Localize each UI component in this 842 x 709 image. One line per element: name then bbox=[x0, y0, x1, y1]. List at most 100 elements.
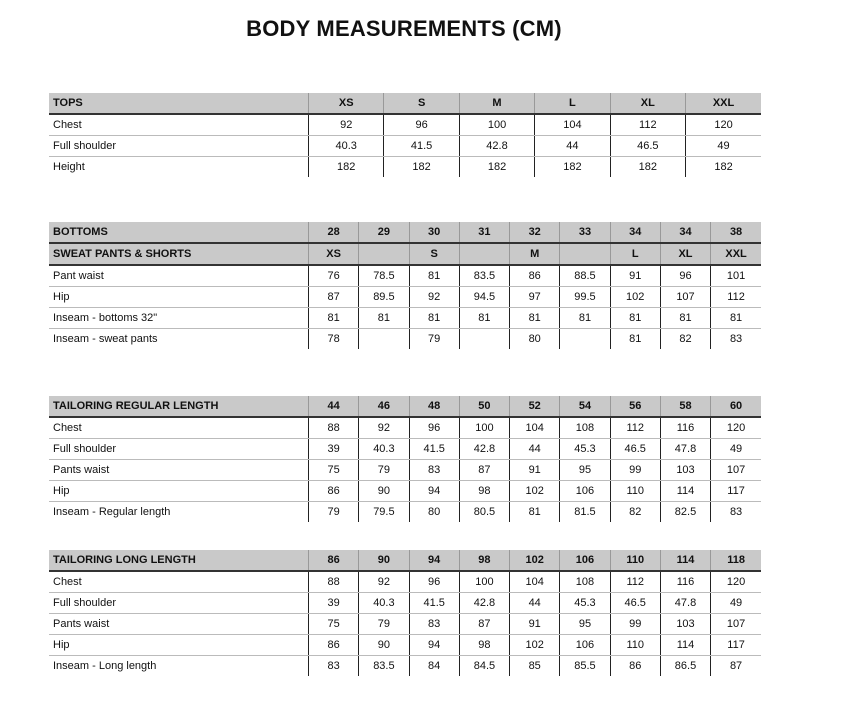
row-label: Pants waist bbox=[49, 613, 309, 635]
row-label: Hip bbox=[49, 634, 309, 656]
table-cell: 79 bbox=[358, 459, 410, 481]
table-cell: 49 bbox=[710, 592, 761, 614]
table-cell bbox=[458, 243, 510, 266]
table-cell: 112 bbox=[609, 114, 686, 136]
table-cell: 107 bbox=[710, 459, 761, 481]
table-cell: 39 bbox=[307, 592, 359, 614]
table-cell: 83.5 bbox=[458, 265, 510, 287]
table-cell: 110 bbox=[609, 634, 661, 656]
table-row: Chest 92 96 100 104 112 120 bbox=[49, 114, 761, 136]
table-cell: 114 bbox=[659, 480, 711, 502]
table-cell: 94 bbox=[408, 634, 460, 656]
table-cell: 120 bbox=[710, 417, 761, 439]
table-cell: 30 bbox=[408, 222, 460, 244]
table-cell: 80.5 bbox=[458, 501, 510, 522]
table-cell: 89.5 bbox=[358, 286, 410, 308]
table-cell: 81 bbox=[358, 307, 410, 329]
table-cell: 39 bbox=[307, 438, 359, 460]
table-cell: 34 bbox=[609, 222, 661, 244]
table-cell: 82 bbox=[609, 501, 661, 522]
row-label: Pant waist bbox=[49, 265, 309, 287]
table-cell: 103 bbox=[659, 459, 711, 481]
table-cell: 96 bbox=[383, 114, 460, 136]
table-cell: 182 bbox=[609, 156, 686, 177]
table-cell: 47.8 bbox=[659, 592, 711, 614]
table-cell: 81 bbox=[307, 307, 359, 329]
table-cell: 91 bbox=[509, 459, 560, 481]
table-cell: 81 bbox=[458, 307, 510, 329]
table-cell: 81.5 bbox=[559, 501, 611, 522]
table-cell: 29 bbox=[358, 222, 410, 244]
table-cell: 117 bbox=[710, 480, 761, 502]
table-cell: 47.8 bbox=[659, 438, 711, 460]
table-cell bbox=[559, 243, 611, 266]
table-cell: 94.5 bbox=[458, 286, 510, 308]
table-cell: 107 bbox=[659, 286, 711, 308]
table-cell: 98 bbox=[458, 634, 510, 656]
table-cell: 42.8 bbox=[458, 592, 510, 614]
table-cell: 91 bbox=[609, 265, 661, 287]
table-row: Inseam - sweat pants 78 79 80 81 82 83 bbox=[49, 328, 761, 349]
table-cell: 90 bbox=[358, 550, 410, 572]
table-row: Chest 88 92 96 100 104 108 112 116 120 bbox=[49, 571, 761, 593]
table-cell: 84 bbox=[408, 655, 460, 676]
table-cell: 99 bbox=[609, 613, 661, 635]
table-cell: 80 bbox=[408, 501, 460, 522]
table-row: Pant waist 76 78.5 81 83.5 86 88.5 91 96 101 bbox=[49, 265, 761, 287]
table-cell: 81 bbox=[609, 328, 661, 349]
row-label: Inseam - bottoms 32" bbox=[49, 307, 309, 329]
table-cell: 75 bbox=[307, 459, 359, 481]
table-cell: 81 bbox=[710, 307, 761, 329]
table-cell: 81 bbox=[509, 501, 560, 522]
table-cell: 110 bbox=[609, 480, 661, 502]
table-cell: 86 bbox=[307, 550, 359, 572]
table-cell: 76 bbox=[307, 265, 359, 287]
bottoms-size-table: BOTTOMS 28 29 30 31 32 33 34 34 38 SWEAT PANTS & S… bbox=[49, 222, 761, 349]
table-cell: 96 bbox=[408, 571, 460, 593]
table-cell: 92 bbox=[358, 571, 410, 593]
table-cell: 83 bbox=[307, 655, 359, 676]
table-cell: 75 bbox=[307, 613, 359, 635]
row-label: Pants waist bbox=[49, 459, 309, 481]
table-row: Inseam - bottoms 32" 81 81 81 81 81 81 81 81 81 bbox=[49, 307, 761, 329]
row-label: Height bbox=[53, 161, 85, 173]
table-cell: 86 bbox=[307, 480, 359, 502]
table-cell: 94 bbox=[408, 480, 460, 502]
table-cell: 82.5 bbox=[659, 501, 711, 522]
table-cell: 40.3 bbox=[307, 135, 384, 157]
table-cell: 102 bbox=[609, 286, 661, 308]
table-cell: 48 bbox=[408, 396, 460, 418]
table-header-row: TOPS XS S M L XL XXL bbox=[49, 93, 761, 115]
table-header-row: TAILORING REGULAR LENGTH 44 46 48 50 52 54 56 58… bbox=[49, 396, 761, 418]
table-cell: 82 bbox=[659, 328, 711, 349]
row-label: Chest bbox=[49, 114, 309, 136]
table-cell: 106 bbox=[559, 550, 611, 572]
table-cell: 112 bbox=[609, 571, 661, 593]
table-cell bbox=[358, 328, 410, 349]
table-cell: 110 bbox=[609, 550, 661, 572]
table-cell: 99.5 bbox=[559, 286, 611, 308]
table-cell: 52 bbox=[509, 396, 560, 418]
table-cell: 46.5 bbox=[609, 438, 661, 460]
table-cell: 78.5 bbox=[358, 265, 410, 287]
table-cell: 88 bbox=[307, 417, 359, 439]
table-cell: 87 bbox=[458, 613, 510, 635]
table-cell: 44 bbox=[307, 396, 359, 418]
table-cell: 116 bbox=[659, 417, 711, 439]
table-cell: 40.3 bbox=[358, 438, 410, 460]
tailoring-regular-size-table: TAILORING REGULAR LENGTH 44 46 48 50 52 54 56 58… bbox=[49, 396, 761, 522]
table-cell: 38 bbox=[710, 222, 761, 244]
table-row: Pants waist 75 79 83 87 91 95 99 103 107 bbox=[49, 613, 761, 635]
table-cell: 106 bbox=[559, 634, 611, 656]
table-cell: 88.5 bbox=[559, 265, 611, 287]
table-cell: 79 bbox=[408, 328, 460, 349]
table-cell: 79.5 bbox=[358, 501, 410, 522]
table-cell: 103 bbox=[659, 613, 711, 635]
table-cell: 182 bbox=[383, 156, 460, 177]
table-cell: 182 bbox=[685, 156, 761, 177]
table-cell: 44 bbox=[534, 135, 611, 157]
row-label: Chest bbox=[49, 571, 309, 593]
table-cell: 118 bbox=[710, 550, 761, 572]
row-label: Chest bbox=[49, 417, 309, 439]
table-row: Chest 88 92 96 100 104 108 112 116 120 bbox=[49, 417, 761, 439]
